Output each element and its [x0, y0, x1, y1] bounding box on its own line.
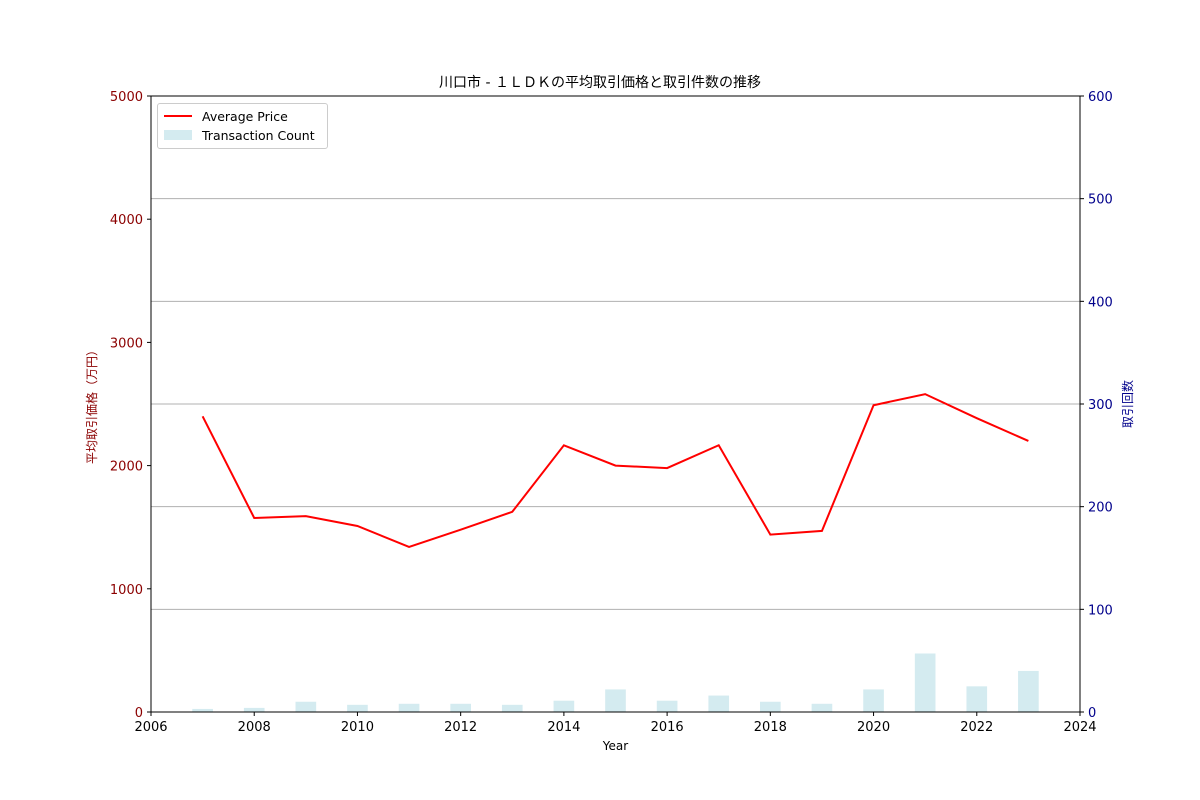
bar: [656, 700, 678, 712]
y-right-tick-label: 0: [1088, 706, 1096, 721]
legend-label: Average Price: [202, 108, 288, 124]
y-right-axis-label: 取引回数: [1120, 380, 1135, 428]
bar: [605, 689, 626, 712]
legend-bar-swatch: [164, 130, 192, 140]
y-right-tick-label: 500: [1088, 193, 1113, 208]
x-tick-label: 2018: [754, 720, 787, 735]
chart-title: 川口市 - １ＬＤＫの平均取引価格と取引件数の推移: [439, 75, 761, 91]
y-right-tick-label: 300: [1088, 398, 1113, 413]
y-left-axis-label: 平均取引価格（万円）: [84, 344, 99, 464]
bar: [501, 704, 523, 712]
y-right-tick-label: 600: [1088, 90, 1113, 105]
y-right-tick-label: 200: [1088, 501, 1113, 516]
x-tick-label: 2020: [857, 720, 890, 735]
x-tick-label: 2016: [651, 720, 684, 735]
legend: Average Price Transaction Count: [157, 103, 328, 149]
legend-item-transaction-count: Transaction Count: [164, 126, 315, 144]
bar: [398, 703, 420, 712]
y-right-tick-label: 100: [1088, 603, 1113, 618]
bar: [708, 695, 730, 712]
y-left-tick-label: 3000: [110, 336, 143, 351]
bar: [243, 707, 265, 712]
x-tick-label: 2012: [444, 720, 477, 735]
bar: [914, 653, 936, 712]
bar: [295, 701, 317, 712]
bar: [760, 701, 781, 712]
legend-line-swatch: [164, 115, 192, 117]
bar: [1018, 670, 1039, 712]
y-left-tick-label: 0: [135, 706, 143, 721]
x-axis-label: Year: [602, 739, 628, 753]
x-tick-label: 2008: [238, 720, 271, 735]
y-right-tick-label: 400: [1088, 295, 1113, 310]
bar: [863, 689, 884, 712]
bar: [450, 703, 471, 712]
x-tick-label: 2024: [1063, 720, 1096, 735]
x-tick-label: 2014: [547, 720, 580, 735]
bar: [553, 700, 575, 712]
y-left-tick-label: 2000: [110, 460, 143, 475]
bar: [811, 703, 833, 712]
x-tick-label: 2010: [341, 720, 374, 735]
x-tick-label: 2006: [134, 720, 167, 735]
price-line: [201, 393, 1029, 548]
y-left-tick-label: 4000: [110, 213, 143, 228]
legend-item-average-price: Average Price: [164, 107, 288, 125]
bar: [347, 704, 368, 712]
x-tick-label: 2022: [960, 720, 993, 735]
y-left-tick-label: 1000: [110, 583, 143, 598]
bar: [966, 686, 988, 712]
bar: [192, 708, 213, 712]
legend-label: Transaction Count: [202, 127, 315, 143]
y-left-tick-label: 5000: [110, 90, 143, 105]
